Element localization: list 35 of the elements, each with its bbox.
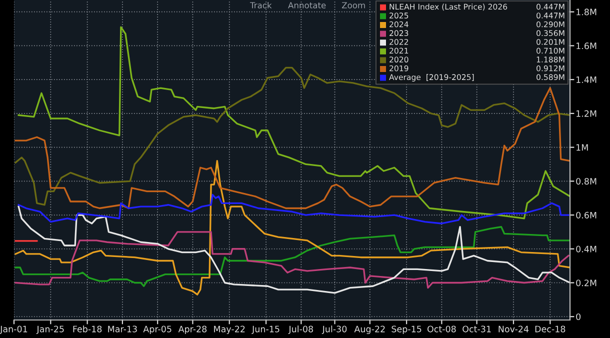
x-tick-label: Mar-13 bbox=[108, 326, 137, 332]
x-tick-label: Oct-31 bbox=[462, 326, 491, 332]
y-tick-label: 1M bbox=[576, 144, 588, 151]
y-tick-label: 0.2M bbox=[576, 280, 596, 286]
line-series bbox=[14, 160, 570, 296]
line-series bbox=[18, 26, 570, 220]
line-series bbox=[14, 87, 570, 210]
annotation: Zoom bbox=[342, 2, 365, 8]
line-series bbox=[18, 194, 570, 224]
line-series bbox=[18, 206, 570, 294]
y-tick-label: 1.4M bbox=[576, 76, 596, 83]
x-tick-label: Dec-18 bbox=[535, 326, 566, 332]
x-tick-label: Jul-30 bbox=[322, 326, 347, 334]
x-tick-label: May-22 bbox=[214, 326, 245, 334]
x-tick-label: Feb-18 bbox=[73, 326, 102, 332]
line-series bbox=[14, 66, 570, 206]
annotation: Track bbox=[250, 2, 272, 8]
x-tick-label: Oct-08 bbox=[427, 326, 456, 332]
x-tick-label: Sep-15 bbox=[392, 326, 422, 334]
x-tick-label: Apr-05 bbox=[143, 326, 172, 334]
y-tick-label: 1.2M bbox=[576, 110, 596, 117]
y-tick-label: 0.4M bbox=[576, 246, 596, 252]
y-tick-label: 0.8M bbox=[576, 178, 596, 185]
y-tick-label: 0.6M bbox=[576, 212, 596, 218]
x-tick-label: Jan-25 bbox=[36, 326, 64, 334]
y-tick-label: 0 bbox=[576, 313, 581, 320]
x-tick-label: Apr-28 bbox=[178, 326, 207, 334]
annotation: Annotate bbox=[288, 2, 326, 8]
x-tick-label: Nov-24 bbox=[498, 326, 529, 332]
y-tick-label: 1.6M bbox=[576, 42, 596, 50]
x-tick-label: Jun-15 bbox=[252, 326, 280, 334]
y-tick-label: 1.8M bbox=[576, 8, 596, 16]
x-tick-label: Jul-08 bbox=[288, 326, 313, 334]
x-tick-label: Aug-22 bbox=[354, 326, 385, 334]
x-tick-label: Jan-01 bbox=[0, 326, 28, 334]
